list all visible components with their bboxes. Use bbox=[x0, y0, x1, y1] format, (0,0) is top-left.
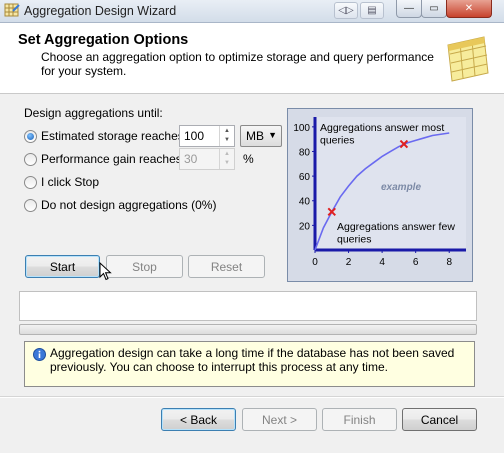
performance-spinner[interactable]: ▲ ▼ bbox=[219, 149, 234, 169]
page-title: Set Aggregation Options bbox=[18, 32, 189, 48]
chart-watermark: example bbox=[381, 182, 421, 193]
close-button[interactable]: ✕ bbox=[446, 0, 492, 18]
x-tick-label: 6 bbox=[413, 257, 419, 268]
chart-plot: 20 40 60 80 100 0 2 4 6 8 Aggregations answer most… bbox=[293, 117, 466, 268]
y-tick-label: 40 bbox=[299, 197, 311, 208]
wizard-grid-icon bbox=[447, 36, 489, 82]
chart-plot-area bbox=[315, 117, 466, 250]
radio-estimated-storage-label[interactable]: Estimated storage reaches bbox=[41, 129, 184, 143]
design-until-label: Design aggregations until: bbox=[24, 106, 163, 120]
chevron-down-icon: ▼ bbox=[268, 130, 277, 140]
y-tick-label: 60 bbox=[299, 172, 311, 183]
x-tick-label: 8 bbox=[446, 257, 452, 268]
window-title: Aggregation Design Wizard bbox=[24, 4, 177, 18]
reset-button[interactable]: Reset bbox=[188, 255, 265, 278]
back-button[interactable]: < Back bbox=[161, 408, 236, 431]
status-panel bbox=[19, 291, 477, 321]
aggregation-example-chart: 20 40 60 80 100 0 2 4 6 8 Aggregations answer most… bbox=[287, 108, 473, 282]
mouse-cursor-icon bbox=[99, 262, 112, 281]
minimize-button[interactable]: — bbox=[396, 0, 422, 18]
stop-button[interactable]: Stop bbox=[106, 255, 183, 278]
storage-spinner[interactable]: ▲ ▼ bbox=[219, 126, 234, 146]
start-button[interactable]: Start bbox=[25, 255, 100, 278]
chart-annotation-top: Aggregations answer most queries bbox=[320, 122, 444, 147]
maximize-button[interactable]: ▭ bbox=[421, 0, 447, 18]
x-tick-label: 0 bbox=[312, 257, 318, 268]
footer-divider bbox=[0, 396, 504, 398]
radio-no-aggregations[interactable] bbox=[24, 199, 37, 212]
radio-estimated-storage[interactable] bbox=[24, 130, 37, 143]
y-tick-label: 100 bbox=[293, 123, 310, 134]
finish-button[interactable]: Finish bbox=[322, 408, 397, 431]
chart-marker-1 bbox=[327, 207, 336, 217]
radio-i-click-stop-label[interactable]: I click Stop bbox=[41, 175, 100, 189]
document-icon: ▤ bbox=[360, 2, 384, 19]
info-text: Aggregation design can take a long time … bbox=[50, 346, 455, 374]
y-tick-label: 20 bbox=[299, 221, 311, 232]
wizard-app-icon bbox=[4, 3, 20, 17]
wizard-header: Set Aggregation Options Choose an aggreg… bbox=[0, 23, 504, 94]
radio-no-aggregations-label[interactable]: Do not design aggregations (0%) bbox=[41, 198, 217, 212]
x-tick-label: 2 bbox=[346, 257, 352, 268]
progress-bar bbox=[19, 324, 477, 335]
page-description: Choose an aggregation option to optimize… bbox=[41, 50, 434, 78]
chart-marker-2 bbox=[399, 139, 409, 149]
percent-unit-label: % bbox=[243, 152, 254, 166]
x-tick-label: 4 bbox=[379, 257, 385, 268]
performance-value-input[interactable]: 30 ▲ ▼ bbox=[179, 148, 235, 170]
cancel-button[interactable]: Cancel bbox=[402, 408, 477, 431]
y-tick-label: 80 bbox=[299, 147, 311, 158]
back-nav-icon: ◁▷ bbox=[334, 2, 358, 19]
storage-value-input[interactable]: 100 ▲ ▼ bbox=[179, 125, 235, 147]
info-icon bbox=[33, 348, 46, 361]
title-bar: Aggregation Design Wizard ◁▷ ▤ — ▭ ✕ bbox=[0, 0, 504, 23]
next-button[interactable]: Next > bbox=[242, 408, 317, 431]
info-message: Aggregation design can take a long time … bbox=[24, 341, 475, 387]
radio-performance-gain-label[interactable]: Performance gain reaches bbox=[41, 152, 182, 166]
radio-i-click-stop[interactable] bbox=[24, 176, 37, 189]
storage-unit-select[interactable]: MB ▼ bbox=[240, 125, 282, 147]
chart-series-line bbox=[314, 132, 450, 251]
radio-performance-gain[interactable] bbox=[24, 153, 37, 166]
chart-annotation-bottom: Aggregations answer few queries bbox=[337, 221, 455, 246]
